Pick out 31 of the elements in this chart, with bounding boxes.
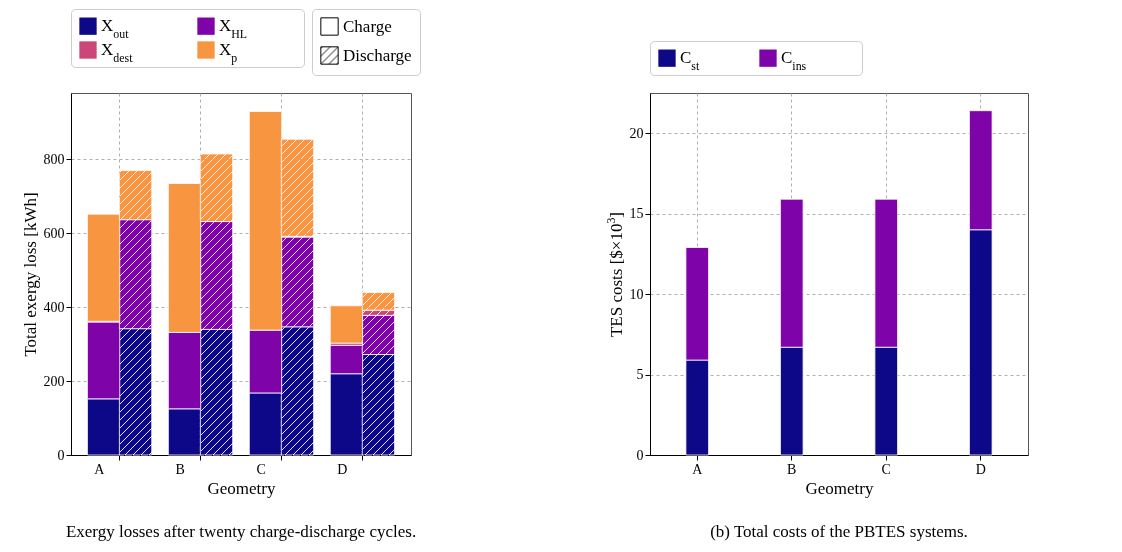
y-tick-label: 800 (43, 151, 65, 167)
x-tick-label: D (975, 461, 986, 477)
y-tick-label: 200 (43, 373, 65, 389)
x-tick-label: B (787, 461, 797, 477)
y-tick-label: 400 (43, 299, 65, 315)
legend-label: X$_{dest}$ (101, 40, 134, 65)
x-axis-title: Geometry (805, 478, 874, 498)
legend-label: X$_{HL}$ (219, 16, 248, 42)
legend-label: X$_{out}$ (101, 16, 130, 42)
x-tick-label: A (94, 461, 106, 477)
legend-label: C$_{st}$ (680, 48, 700, 74)
text: Exergy losses after twenty charge-discharge cycles. (65, 522, 417, 541)
x-tick-label: C (881, 461, 891, 477)
x-tick-label: D (337, 461, 348, 477)
y-tick-label: 0 (57, 447, 65, 463)
legend-label: C$_{ins}$ (781, 48, 807, 74)
legend-label: X$_{p}$ (219, 40, 238, 65)
x-tick-label: A (692, 461, 704, 477)
y-tick-label: 10 (629, 286, 644, 302)
text: Charge (343, 16, 392, 36)
y-tick-label: 0 (636, 447, 644, 463)
y-axis-title: Total exergy loss [kWh] (20, 192, 40, 357)
x-tick-label: C (256, 461, 266, 477)
text: (b) Total costs of the PBTES systems. (710, 522, 968, 541)
y-tick-label: 5 (636, 367, 644, 383)
y-tick-label: 15 (629, 206, 644, 222)
y-tick-label: 20 (629, 125, 644, 141)
y-tick-label: 600 (43, 225, 65, 241)
x-tick-label: B (175, 461, 185, 477)
x-axis-title: Geometry (207, 478, 276, 498)
text: Discharge (343, 45, 412, 65)
